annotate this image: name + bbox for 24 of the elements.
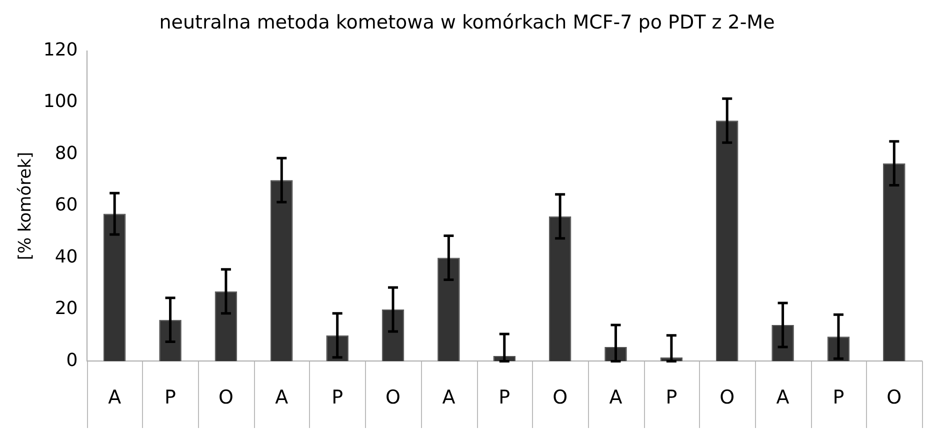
y-tick-label: 120: [43, 39, 78, 60]
x-tick-label: O: [720, 386, 735, 409]
x-tick-label: A: [108, 386, 122, 409]
x-tick-label: P: [498, 386, 510, 409]
x-tick-label: A: [275, 386, 288, 409]
x-tick-label: A: [442, 386, 456, 409]
x-tick-label: P: [164, 386, 176, 409]
x-tick-label: O: [218, 386, 234, 409]
x-tick-label: P: [832, 386, 844, 409]
x-tick-label: O: [886, 386, 902, 409]
x-tick-label: A: [776, 386, 790, 409]
y-tick-label: 20: [54, 298, 78, 320]
x-tick-label: A: [609, 386, 622, 409]
y-axis-title: [% komórek]: [16, 152, 36, 260]
x-tick-label: O: [552, 386, 568, 409]
x-tick-label: O: [386, 386, 400, 409]
y-tick-label: 40: [54, 246, 78, 268]
x-tick-label: P: [666, 386, 678, 409]
y-tick-label: 100: [43, 91, 78, 112]
x-tick-label: P: [332, 386, 344, 409]
y-tick-label: 0: [66, 350, 78, 371]
y-tick-label: 80: [54, 142, 78, 164]
y-tick-label: 60: [54, 194, 78, 216]
chart-title: neutralna metoda kometowa w komórkach MCF-7 po PDT z 2-Me: [159, 11, 775, 34]
